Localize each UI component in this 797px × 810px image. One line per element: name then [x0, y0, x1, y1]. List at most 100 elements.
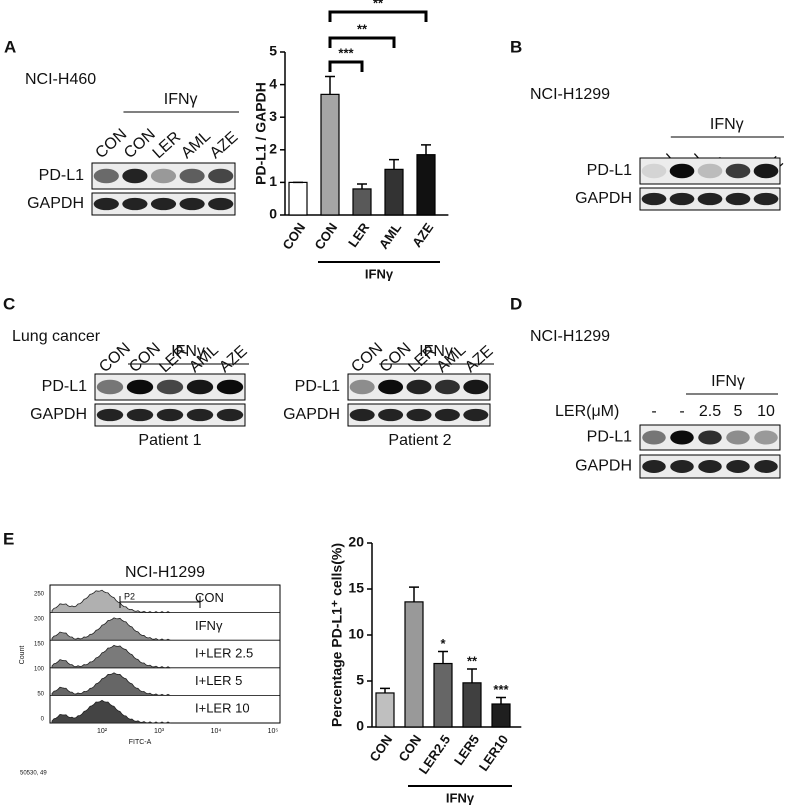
blot-band	[641, 163, 667, 179]
blot-band	[670, 460, 694, 473]
error-bar	[438, 650, 448, 664]
treatment-label: IFNγ	[711, 373, 745, 390]
y-tick-label: 5	[269, 43, 277, 59]
y-tick-label: 1	[269, 173, 277, 189]
flow-histogram	[51, 617, 171, 641]
blot-band	[96, 379, 124, 395]
y-tick-label: 0	[269, 206, 277, 222]
group-label: IFNγ	[365, 266, 394, 281]
y-tick-label: 0	[356, 718, 364, 734]
blot-band	[698, 460, 722, 473]
blot-band	[697, 163, 723, 179]
blot-band	[216, 408, 244, 422]
y-tick-label: 5	[356, 672, 364, 688]
blot-band	[725, 192, 751, 206]
treatment-label: IFNγ	[710, 116, 744, 133]
row-label: PD-L1	[39, 167, 84, 184]
blot-band	[179, 197, 205, 211]
blot-band	[126, 379, 154, 395]
significance-label: **	[467, 653, 478, 668]
x-tick-label: CON	[395, 732, 424, 764]
significance-label: **	[373, 0, 384, 10]
cell-line: NCI-H1299	[530, 328, 610, 345]
row-label: GAPDH	[30, 406, 87, 423]
significance-label: *	[440, 636, 446, 651]
significance-label: **	[357, 21, 368, 36]
blot-band	[642, 430, 666, 445]
blot-band	[349, 408, 375, 422]
blot-band	[698, 430, 722, 445]
flow-sample-label: CON	[195, 590, 224, 605]
flow-sample-label: I+LER 2.5	[195, 645, 253, 660]
caption: Patient 1	[138, 432, 201, 449]
panel-letter: D	[510, 294, 522, 313]
blot-band	[156, 379, 184, 395]
error-bar	[409, 586, 419, 602]
bar	[416, 154, 436, 216]
lane-label: CON	[92, 126, 130, 162]
flow-title: NCI-H1299	[125, 564, 205, 581]
error-bar	[380, 687, 390, 693]
flow-y-tick: 50	[37, 692, 44, 698]
error-bar	[467, 668, 477, 683]
flow-histogram	[51, 672, 171, 696]
blot-band	[463, 408, 489, 422]
bar	[375, 692, 395, 728]
y-tick-label: 15	[348, 580, 364, 596]
significance-label: ***	[338, 45, 354, 60]
dose-label: LER(μM)	[555, 403, 619, 420]
error-bar	[357, 183, 367, 189]
x-tick-label: CON	[366, 732, 395, 764]
lane-label: CON	[377, 340, 415, 376]
blot-band	[406, 379, 432, 395]
y-tick-label: 2	[269, 141, 277, 157]
error-bar	[421, 144, 431, 155]
blot-band	[349, 379, 375, 395]
panel-letter: E	[3, 529, 14, 548]
bar	[433, 662, 453, 728]
blot-band	[642, 460, 666, 473]
blot-band	[122, 197, 148, 211]
y-tick-label: 10	[348, 626, 364, 642]
flow-y-tick: 200	[34, 617, 45, 623]
dose: 10	[757, 403, 775, 420]
x-tick-label: CON	[279, 220, 308, 252]
y-axis-label: PD-L1 / GAPDH	[253, 82, 269, 185]
lane-label: CON	[96, 340, 134, 376]
flow-histogram	[51, 644, 171, 669]
flow-y-tick: 150	[34, 642, 45, 648]
row-label: GAPDH	[575, 458, 632, 475]
blot-band	[93, 197, 119, 211]
significance-label: ***	[493, 682, 509, 697]
flow-x-tick: 10⁴	[211, 728, 222, 735]
blot-band	[96, 408, 124, 422]
blot-band	[93, 168, 119, 184]
row-label: GAPDH	[27, 195, 84, 212]
lane-label: CON	[348, 340, 386, 376]
bar	[491, 703, 511, 728]
flow-y-label: Count	[19, 646, 26, 665]
x-tick-label: AML	[376, 220, 404, 252]
bar	[404, 601, 424, 728]
blot-band	[208, 197, 234, 211]
cell-line: NCI-H1299	[530, 86, 610, 103]
blot-band	[725, 163, 751, 179]
blot-band	[434, 379, 460, 395]
lane-label: AZE	[207, 129, 242, 162]
blot-band	[754, 430, 778, 445]
bar	[462, 682, 482, 728]
y-tick-label: 20	[348, 534, 364, 550]
error-bar	[389, 158, 399, 170]
y-tick-label: 4	[269, 75, 277, 91]
blot-band	[208, 168, 234, 184]
flow-histogram	[51, 589, 171, 613]
significance-bracket	[328, 60, 364, 72]
blot-band	[753, 192, 779, 206]
lane-label: AML	[178, 127, 214, 162]
panel-letter: C	[3, 294, 15, 313]
flow-y-tick: 0	[41, 717, 45, 723]
dose: -	[679, 403, 684, 420]
treatment-label: IFNγ	[419, 343, 453, 360]
bar	[288, 181, 308, 216]
